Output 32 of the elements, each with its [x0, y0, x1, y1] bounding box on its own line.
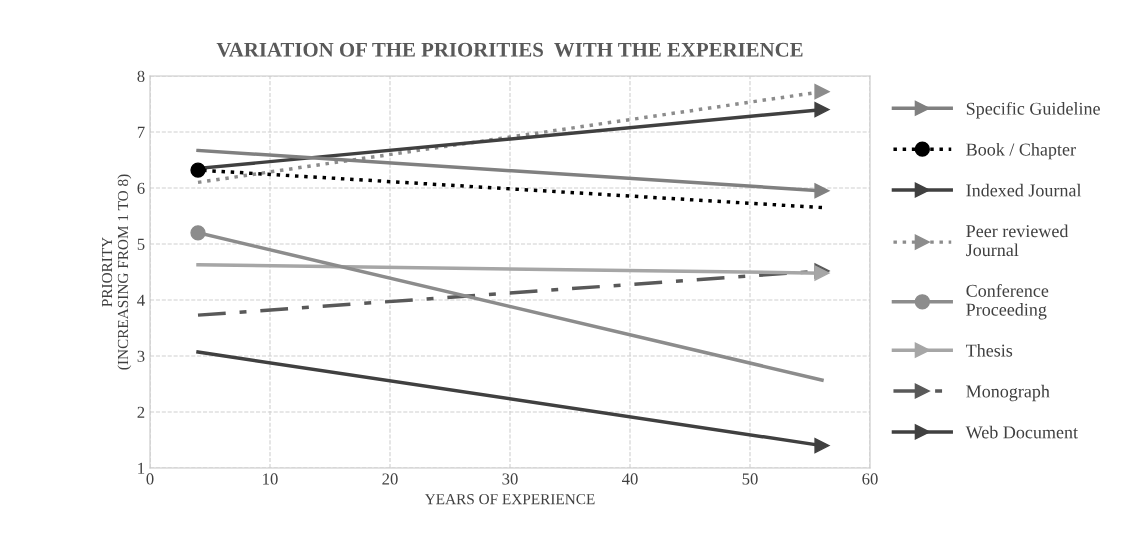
y-tick-label: 6	[137, 182, 145, 194]
x-tick-label: 30	[502, 473, 518, 485]
x-tick-label: 0	[146, 473, 154, 485]
legend-label: Thesis	[966, 343, 1013, 357]
y-axis-title: PRIORITY (INCREASING FROM 1 TO 8)	[101, 174, 132, 370]
x-axis-title: YEARS OF EXPERIENCE	[424, 494, 595, 505]
point	[814, 183, 830, 199]
chart-title: VARIATION OF THE PRIORITIES WITH THE EXPERIENCE	[216, 42, 803, 57]
legend-label: Conference Proceeding	[966, 283, 1049, 320]
y-tick-label: 1	[138, 462, 145, 474]
x-tick-label: 20	[382, 473, 398, 485]
y-tick-label: 2	[137, 406, 145, 418]
legend-label: Monograph	[966, 384, 1050, 402]
point	[814, 437, 830, 454]
x-tick-label: 40	[621, 473, 638, 485]
point	[190, 225, 206, 241]
y-tick-label: 7	[137, 126, 145, 138]
y-tick-label: 8	[137, 70, 145, 82]
y-tick-label: 3	[137, 350, 145, 362]
legend-label: Book / Chapter	[966, 142, 1076, 160]
point	[814, 101, 830, 118]
x-tick-label: 50	[742, 473, 758, 485]
x-tick-label: 60	[862, 473, 878, 485]
legend-label: Indexed Journal	[966, 183, 1082, 197]
point	[190, 162, 206, 178]
legend-label: Web Document	[965, 425, 1078, 439]
point	[814, 84, 830, 100]
y-tick-label: 4	[137, 294, 145, 306]
legend-label: Peer reviewed Journal	[966, 224, 1069, 257]
legend-label: Specific Guideline	[966, 101, 1100, 119]
x-tick-label: 10	[263, 473, 278, 485]
y-tick-label: 5	[137, 238, 145, 250]
